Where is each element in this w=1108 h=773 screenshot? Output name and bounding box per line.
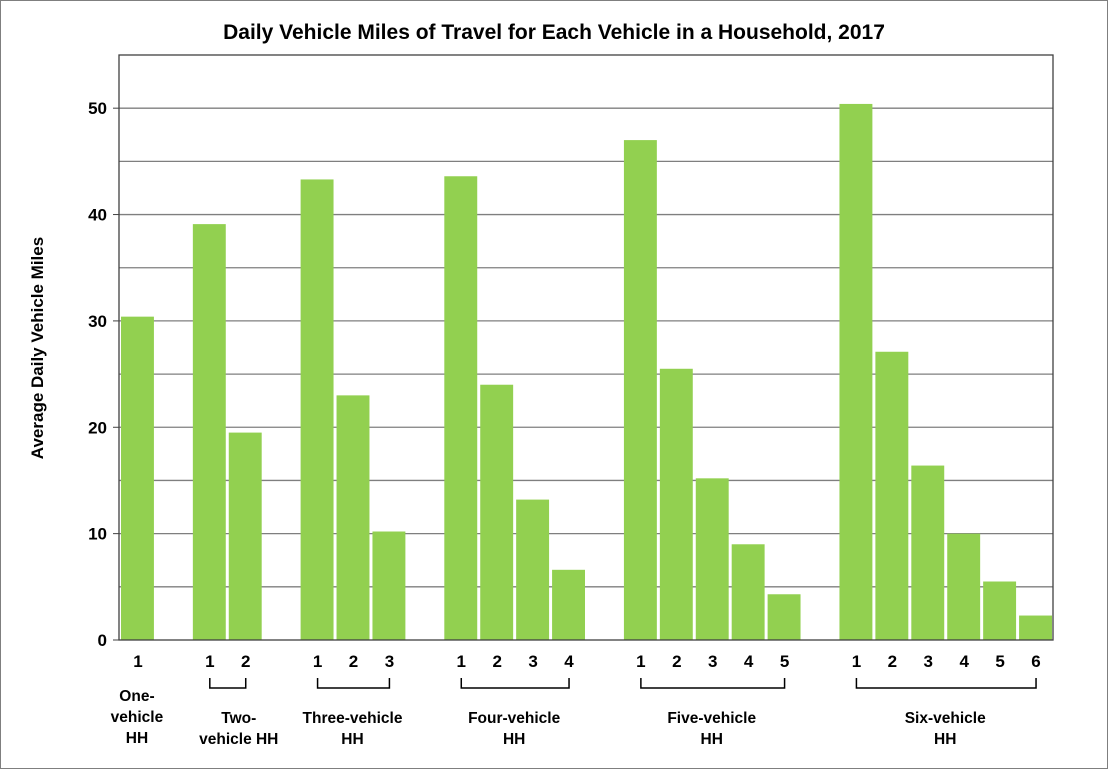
group-label: Four-vehicle bbox=[468, 710, 561, 727]
group-bracket bbox=[316, 678, 391, 689]
x-tick-label: 2 bbox=[241, 652, 250, 671]
y-tick-label: 10 bbox=[88, 525, 107, 544]
y-tick-label: 40 bbox=[88, 206, 107, 225]
y-tick-label: 20 bbox=[88, 418, 107, 437]
group-label: Two- bbox=[221, 710, 256, 727]
bar bbox=[695, 478, 729, 640]
x-tick-label: 6 bbox=[1031, 652, 1040, 671]
group-label: Five-vehicle bbox=[667, 710, 756, 727]
x-tick-label: 3 bbox=[924, 652, 933, 671]
y-tick-label: 30 bbox=[88, 312, 107, 331]
bar bbox=[839, 103, 873, 641]
plot-area-border bbox=[118, 54, 1054, 641]
bar bbox=[228, 432, 262, 640]
group-bracket bbox=[460, 678, 570, 689]
group-label: HH bbox=[341, 731, 363, 748]
bar bbox=[192, 224, 226, 641]
y-tick-label: 0 bbox=[98, 631, 107, 650]
y-axis-label: Average Daily Vehicle Miles bbox=[28, 237, 47, 459]
bar bbox=[336, 395, 370, 640]
group-label: vehicle bbox=[111, 709, 164, 726]
x-tick-label: 5 bbox=[780, 652, 789, 671]
x-tick-label: 5 bbox=[995, 652, 1004, 671]
bar bbox=[623, 140, 657, 640]
x-tick-label: 1 bbox=[457, 652, 466, 671]
x-tick-label: 1 bbox=[852, 652, 861, 671]
bar bbox=[947, 533, 981, 640]
group-bracket bbox=[209, 678, 247, 689]
group-label: HH bbox=[701, 731, 723, 748]
group-bracket bbox=[640, 678, 786, 689]
x-tick-label: 3 bbox=[528, 652, 537, 671]
chart-title: Daily Vehicle Miles of Travel for Each V… bbox=[223, 21, 885, 44]
group-label: HH bbox=[934, 731, 956, 748]
x-tick-label: 2 bbox=[349, 652, 358, 671]
bar bbox=[372, 531, 406, 640]
group-label: HH bbox=[503, 731, 525, 748]
bar bbox=[480, 384, 514, 640]
x-tick-label: 1 bbox=[636, 652, 645, 671]
bar bbox=[1019, 615, 1052, 640]
bar bbox=[911, 465, 945, 640]
x-tick-label: 2 bbox=[672, 652, 681, 671]
x-tick-label: 1 bbox=[313, 652, 322, 671]
bar bbox=[516, 499, 550, 640]
group-label: HH bbox=[126, 730, 148, 747]
x-tick-label: 4 bbox=[564, 652, 574, 671]
bar bbox=[731, 544, 765, 640]
y-tick-label: 50 bbox=[88, 99, 107, 118]
x-tick-label: 2 bbox=[888, 652, 897, 671]
group-bracket bbox=[855, 678, 1037, 689]
group-label: One- bbox=[119, 688, 154, 705]
x-tick-label: 4 bbox=[744, 652, 754, 671]
bar bbox=[875, 351, 909, 640]
bar bbox=[444, 176, 478, 640]
bar bbox=[121, 316, 154, 640]
x-tick-label: 4 bbox=[959, 652, 969, 671]
x-tick-label: 3 bbox=[708, 652, 717, 671]
bar bbox=[552, 569, 585, 640]
group-label: Six-vehicle bbox=[905, 710, 986, 727]
bar bbox=[983, 581, 1017, 640]
x-tick-label: 2 bbox=[492, 652, 501, 671]
bar bbox=[659, 368, 693, 640]
bar bbox=[767, 594, 801, 640]
x-tick-label: 1 bbox=[205, 652, 214, 671]
x-tick-label: 3 bbox=[385, 652, 394, 671]
group-label: Three-vehicle bbox=[303, 710, 403, 727]
bar bbox=[300, 179, 334, 641]
x-tick-label: 1 bbox=[133, 652, 142, 671]
group-label: vehicle HH bbox=[199, 731, 278, 748]
